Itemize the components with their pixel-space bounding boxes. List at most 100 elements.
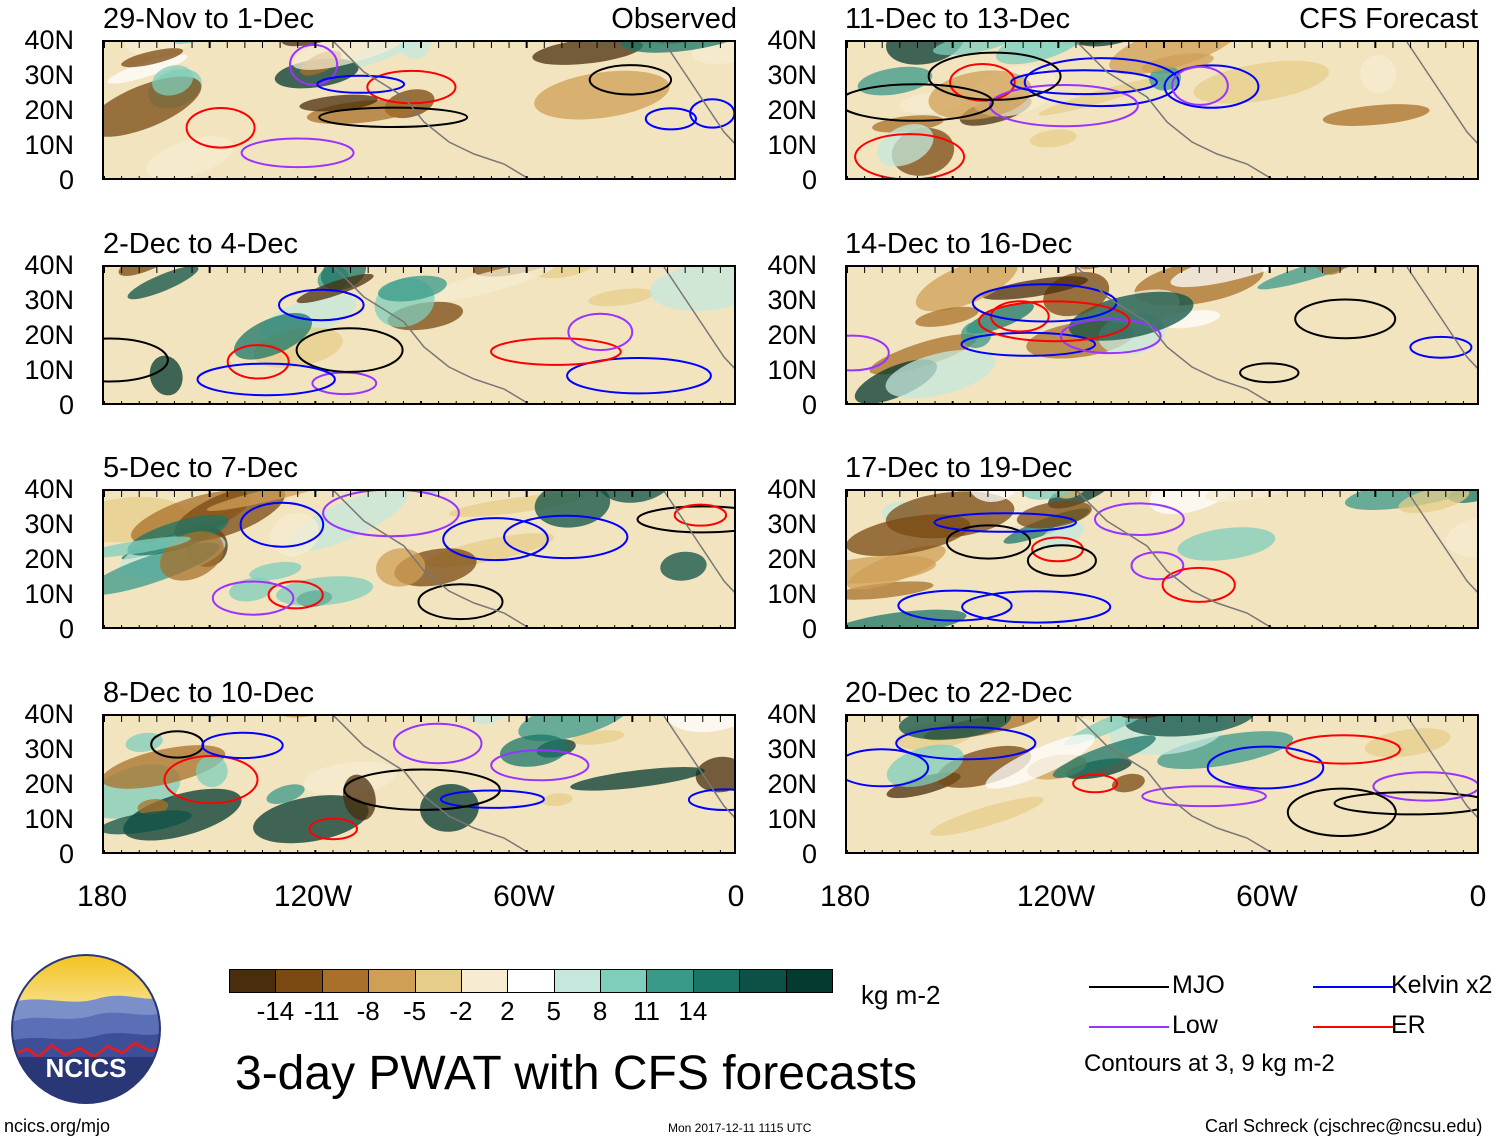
legend-line-low (1089, 1026, 1169, 1028)
map-panel-fcst-1 (845, 40, 1479, 180)
colorbar-units: kg m-2 (861, 980, 941, 1010)
colorbar-label-1: -11 (303, 996, 340, 1026)
y-tick-right-r2-4: 0 (801, 390, 817, 420)
panel-field (847, 42, 1477, 178)
y-tick-left-r1-3: 10N (24, 130, 74, 160)
panel-title-obs-4: 8-Dec to 10-Dec (103, 677, 315, 709)
colorbar-bin-9 (646, 969, 694, 993)
x-tick-60w-left: 60W (493, 880, 555, 913)
y-tick-right-r4-2: 20N (767, 769, 817, 799)
y-tick-right-r1-0: 40N (767, 25, 817, 55)
map-panel-obs-4 (102, 714, 736, 854)
panel-title-obs-3: 5-Dec to 7-Dec (103, 452, 299, 484)
y-tick-left-r3-4: 0 (58, 614, 74, 644)
panel-field (104, 267, 734, 403)
y-tick-left-r3-3: 10N (24, 579, 74, 609)
y-tick-left-r3-0: 40N (24, 474, 74, 504)
colorbar-label-8: 11 (632, 996, 660, 1026)
colorbar-label-2: -8 (356, 996, 380, 1026)
colorbar-label-0: -14 (256, 996, 295, 1026)
y-tick-left-r3-2: 20N (24, 544, 74, 574)
colorbar-bin-0 (229, 969, 277, 993)
map-panel-obs-1 (102, 40, 736, 180)
y-tick-right-r1-4: 0 (801, 165, 817, 195)
y-tick-left-r1-4: 0 (58, 165, 74, 195)
ncics-logo: NCICS (11, 954, 161, 1104)
legend-line-kelvin (1313, 986, 1393, 988)
y-tick-left-r2-3: 10N (24, 355, 74, 385)
footer-right: Carl Schreck (cjschrec@ncsu.edu) (1205, 1116, 1483, 1136)
x-tick-0-right: 0 (1469, 880, 1487, 913)
chart-title: 3-day PWAT with CFS forecasts (235, 1047, 917, 1100)
y-tick-left-r1-2: 20N (24, 95, 74, 125)
x-tick-120w-left: 120W (273, 880, 353, 913)
x-tick-60w-right: 60W (1236, 880, 1298, 913)
panel-field (104, 716, 734, 852)
contour-note: Contours at 3, 9 kg m-2 (1084, 1050, 1335, 1077)
colorbar-bin-7 (553, 969, 602, 993)
panel-title-fcst-4: 20-Dec to 22-Dec (845, 677, 1073, 709)
y-tick-right-r1-3: 10N (767, 130, 817, 160)
y-tick-right-r3-1: 30N (767, 509, 817, 539)
y-tick-right-r2-0: 40N (767, 250, 817, 280)
colorbar-bin-12 (785, 969, 833, 993)
legend-line-er (1313, 1026, 1393, 1028)
colorbar-label-7: 8 (592, 996, 608, 1026)
colorbar-bin-3 (368, 969, 416, 993)
colorbar-label-5: 2 (500, 996, 515, 1026)
y-tick-left-r4-4: 0 (58, 839, 74, 869)
map-panel-obs-3 (102, 489, 736, 629)
panel-field (104, 491, 734, 627)
y-tick-right-r1-2: 20N (767, 95, 817, 125)
y-tick-right-r4-4: 0 (801, 839, 817, 869)
y-tick-left-r4-0: 40N (24, 699, 74, 729)
colorbar-bin-2 (321, 969, 370, 993)
legend-line-mjo (1089, 986, 1169, 988)
x-tick-0-left: 0 (727, 880, 745, 913)
panel-title-fcst-3: 17-Dec to 19-Dec (845, 452, 1073, 484)
y-tick-left-r1-1: 30N (24, 60, 74, 90)
y-tick-right-r2-3: 10N (767, 355, 817, 385)
x-tick-180-left: 180 (76, 880, 128, 913)
footer-center: Mon 2017-12-11 1115 UTC (668, 1121, 812, 1135)
map-panel-fcst-4 (845, 714, 1479, 854)
y-tick-right-r3-2: 20N (767, 544, 817, 574)
y-tick-right-r4-3: 10N (767, 804, 817, 834)
y-tick-left-r2-4: 0 (58, 390, 74, 420)
y-tick-left-r4-3: 10N (24, 804, 74, 834)
panel-field (847, 716, 1477, 852)
panel-field (847, 267, 1477, 403)
column-header-forecast: CFS Forecast (1299, 3, 1478, 35)
y-tick-left-r2-0: 40N (24, 250, 74, 280)
colorbar-label-6: 5 (546, 996, 561, 1026)
colorbar-bin-10 (692, 969, 741, 993)
panel-title-fcst-2: 14-Dec to 16-Dec (845, 228, 1073, 260)
map-panel-obs-2 (102, 265, 736, 405)
y-tick-right-r3-0: 40N (767, 474, 817, 504)
colorbar-label-9: 14 (678, 996, 708, 1026)
colorbar-bin-6 (507, 969, 555, 993)
y-tick-right-r2-2: 20N (767, 320, 817, 350)
legend-label-low: Low (1172, 1011, 1218, 1039)
column-header-observed: Observed (611, 3, 737, 35)
x-tick-180-right: 180 (819, 880, 871, 913)
logo-text: NCICS (46, 1053, 127, 1083)
y-tick-left-r2-2: 20N (24, 320, 74, 350)
map-panel-fcst-2 (845, 265, 1479, 405)
y-tick-left-r4-2: 20N (24, 769, 74, 799)
y-tick-right-r3-4: 0 (801, 614, 817, 644)
panel-title-obs-2: 2-Dec to 4-Dec (103, 228, 299, 260)
footer-left: ncics.org/mjo (4, 1116, 111, 1136)
legend-label-er: ER (1391, 1011, 1426, 1039)
y-tick-right-r2-1: 30N (767, 285, 817, 315)
x-tick-120w-right: 120W (1016, 880, 1096, 913)
y-tick-left-r2-1: 30N (24, 285, 74, 315)
colorbar-bin-4 (414, 969, 462, 993)
panel-field (104, 42, 734, 178)
panel-title-fcst-1: 11-Dec to 13-Dec (845, 3, 1071, 35)
colorbar-bin-5 (460, 969, 509, 993)
colorbar-bin-1 (275, 969, 323, 993)
legend-label-kelvin: Kelvin x2 (1391, 971, 1493, 999)
legend-label-mjo: MJO (1172, 971, 1225, 999)
panel-field (847, 491, 1477, 627)
